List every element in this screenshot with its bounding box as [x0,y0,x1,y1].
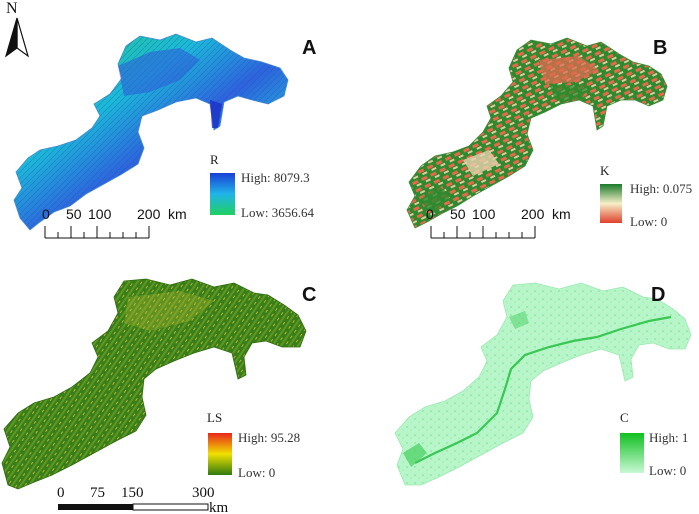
scale-bar-graphic [44,226,150,239]
panel-letter: D [651,284,666,306]
scale-tick-label: 50 [66,206,82,222]
scale-bar-graphic [430,226,536,239]
scale-bar-graphic [58,503,209,511]
legend-high-label: High: 1 [649,430,689,445]
scale-tick-label: 100 [88,206,112,222]
legend-color-ramp [208,433,232,475]
panel-c: C LS High: 95.28 Low: 0 0 75 150 300 km [0,257,349,514]
map-r-factor [13,33,289,231]
legend-low-label: Low: 0 [649,463,687,478]
legend-color-ramp [210,173,235,215]
panel-letter: B [653,37,668,59]
scale-unit: km [209,500,229,514]
legend-high-label: High: 95.28 [238,430,301,445]
scale-unit: km [168,206,187,222]
panel-d: D C High: 1 Low: 0 [349,257,699,514]
scale-tick-label: 50 [450,206,466,222]
map-k-factor [406,37,668,229]
scale-tick-label: 0 [426,206,434,222]
region-shape [394,282,692,486]
region-shape [406,37,668,229]
scale-unit: km [552,206,571,222]
legend-low-label: Low: 0 [238,465,276,480]
scale-tick-label: 0 [57,485,65,501]
legend-title: R [210,152,219,167]
panel-letter: C [302,284,317,306]
scale-tick-label: 75 [90,485,105,501]
panel-letter: A [302,37,317,59]
legend-low-label: Low: 3656.64 [241,205,314,220]
scale-tick-label: 0 [42,206,50,222]
north-arrow-icon [4,17,30,58]
legend-title: C [620,410,629,425]
map-c-factor [394,282,692,486]
north-label: N [6,0,18,17]
scale-tick-label: 100 [472,206,496,222]
legend-color-ramp [620,433,644,473]
legend-low-label: Low: 0 [630,214,668,229]
panel-b: B K High: 0.075 Low: 0 0 50 100 200 km [349,0,699,257]
legend-title: LS [207,410,223,425]
scale-tick-label: 300 [192,485,215,501]
panel-a: N A R High: 8079.3 Low: 3656.64 0 50 100… [0,0,349,257]
region-shape [1,278,307,490]
legend-high-label: High: 0.075 [630,181,693,196]
legend-high-label: High: 8079.3 [241,170,310,185]
scale-tick-label: 200 [137,206,161,222]
scale-tick-label: 200 [521,206,545,222]
legend-color-ramp [600,184,622,223]
legend-title: K [600,163,610,178]
map-ls-factor [1,278,307,490]
scale-tick-label: 150 [121,485,144,501]
